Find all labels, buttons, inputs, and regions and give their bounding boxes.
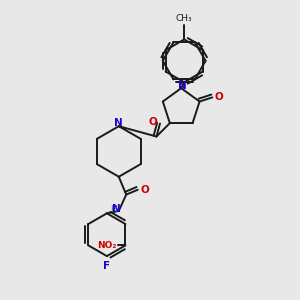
Text: H: H — [110, 205, 117, 214]
Text: N: N — [178, 81, 187, 91]
Text: O: O — [140, 185, 149, 195]
Text: N: N — [114, 118, 123, 128]
Text: O: O — [215, 92, 224, 102]
Text: CH₃: CH₃ — [176, 14, 193, 23]
Text: NO₂: NO₂ — [97, 241, 116, 250]
Text: N: N — [112, 204, 121, 214]
Text: F: F — [103, 261, 110, 271]
Text: O: O — [149, 117, 158, 128]
